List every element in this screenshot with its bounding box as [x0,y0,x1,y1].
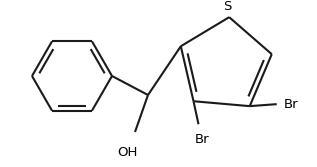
Text: Br: Br [284,98,298,111]
Text: S: S [223,0,231,13]
Text: OH: OH [117,146,137,159]
Text: Br: Br [195,133,210,146]
